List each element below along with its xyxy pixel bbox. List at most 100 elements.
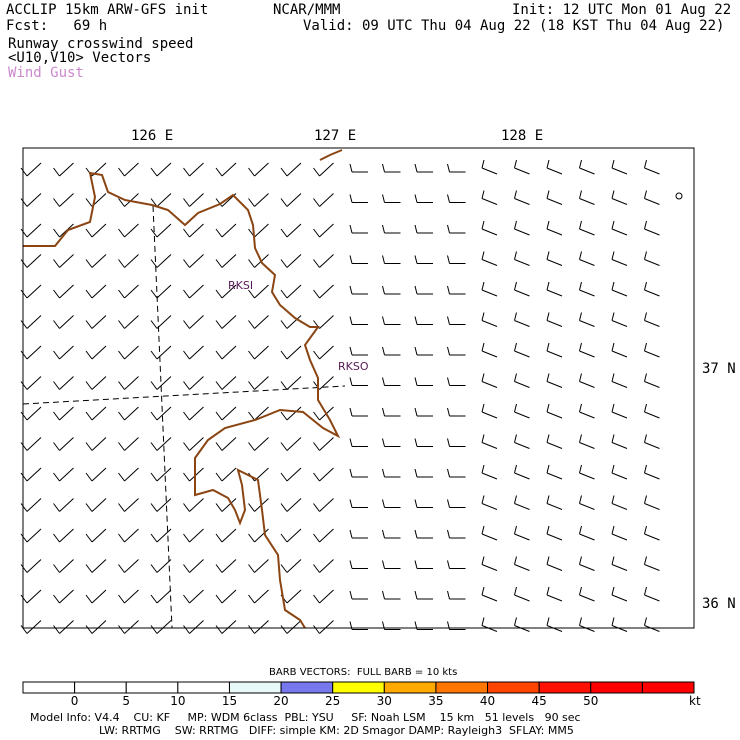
colorbar-bin — [74, 681, 127, 694]
wind-barb — [611, 556, 628, 571]
gridline-126e — [152, 205, 173, 629]
wind-barb — [382, 560, 401, 569]
model-physics: LW: RRTMG SW: RRTMG DIFF: simple KM: 2D … — [99, 724, 574, 737]
wind-barb — [53, 498, 74, 512]
wind-barb — [644, 281, 660, 297]
field-name: Runway crosswind speed — [8, 36, 194, 52]
wind-barb — [447, 194, 466, 203]
wind-barb — [414, 529, 433, 539]
colorbar-unit: kt — [689, 694, 701, 708]
wind-barb — [183, 223, 204, 238]
wind-barb — [313, 254, 334, 268]
wind-barb — [118, 315, 139, 329]
wind-barb — [546, 434, 563, 449]
wind-barb — [53, 315, 74, 329]
wind-barb — [644, 556, 660, 571]
wind-barb — [382, 255, 401, 264]
wind-barb — [611, 586, 628, 602]
wind-barb — [53, 162, 74, 177]
wind-barb — [183, 467, 204, 482]
wind-barb — [514, 556, 530, 571]
colorbar-tick-label: 50 — [583, 694, 598, 708]
lon-label-126e: 126 E — [131, 128, 173, 144]
wind-barb — [481, 403, 498, 419]
station-rksi: RKSI — [228, 279, 253, 292]
wind-barb — [414, 194, 433, 203]
wind-barb — [150, 559, 172, 573]
wind-barb — [150, 620, 172, 634]
wind-barb — [118, 223, 139, 238]
colorbar-bin — [641, 681, 695, 694]
wind-barb — [150, 193, 172, 207]
wind-barb — [280, 315, 302, 329]
colorbar-tick-label: 20 — [273, 694, 288, 708]
wind-barb — [546, 586, 563, 602]
wind-barb — [644, 525, 660, 541]
wind-barb — [349, 255, 368, 264]
wind-barb — [118, 254, 139, 268]
wind-barb — [514, 342, 530, 358]
wind-barb — [349, 194, 368, 203]
wind-barb — [118, 437, 139, 451]
colorbar-bin — [383, 681, 437, 694]
wind-barb — [85, 345, 107, 360]
wind-barb — [313, 223, 334, 238]
wind-barb — [579, 190, 595, 205]
wind-barb — [546, 251, 563, 266]
wind-barb — [414, 163, 433, 173]
wind-barb — [53, 284, 74, 299]
wind-barb — [118, 559, 139, 573]
wind-barb — [546, 190, 563, 205]
wind-barb — [579, 281, 595, 297]
wind-barb — [349, 560, 368, 569]
wind-barb — [579, 251, 595, 266]
wind-barb — [280, 254, 302, 268]
wind-barb — [215, 376, 237, 390]
wind-barb — [280, 223, 302, 238]
wind-barb — [611, 190, 628, 205]
wind-barb — [514, 525, 530, 541]
wind-barb — [579, 342, 595, 358]
wind-barb — [313, 589, 334, 604]
lat-label-37n: 37 N — [702, 361, 736, 377]
wind-barb — [382, 163, 401, 173]
wind-barb — [118, 589, 139, 604]
wind-barb — [514, 403, 530, 419]
wind-barb — [349, 163, 368, 173]
wind-barb — [150, 284, 172, 299]
wind-barb — [20, 589, 42, 604]
colorbar-tick-label: 0 — [71, 694, 79, 708]
wind-barb — [382, 224, 401, 234]
wind-barb — [85, 437, 107, 451]
wind-barb — [215, 345, 237, 360]
wind-barb — [248, 559, 269, 573]
station-rkso: RKSO — [338, 360, 369, 373]
wind-barb — [414, 285, 433, 295]
wind-barb — [514, 464, 530, 480]
wind-barb — [611, 312, 628, 327]
wind-barb — [414, 438, 433, 447]
model-info: Model Info: V4.4 CU: KF MP: WDM 6class P… — [30, 711, 581, 724]
wind-barb — [382, 438, 401, 447]
wind-barb — [183, 559, 204, 573]
lat-lon-grid — [22, 205, 346, 629]
wind-barb — [349, 224, 368, 234]
forecast-hour: Fcst: 69 h — [6, 18, 108, 34]
wind-barb — [414, 468, 433, 478]
wind-barb — [611, 525, 628, 541]
wind-barb — [481, 220, 498, 236]
colorbar-bin — [538, 681, 592, 694]
wind-barb — [447, 438, 466, 447]
wind-barb — [215, 284, 237, 299]
plot-title: ACCLIP 15km ARW-GFS init — [6, 2, 209, 18]
wind-barb — [215, 467, 237, 482]
wind-barb — [349, 438, 368, 447]
colorbar-tick-label: 30 — [377, 694, 392, 708]
wind-barb — [447, 529, 466, 539]
wind-barb — [215, 528, 237, 543]
wind-barb — [514, 373, 530, 388]
wind-barb — [248, 284, 269, 299]
wind-barb — [414, 590, 433, 600]
wind-barb — [20, 406, 42, 421]
